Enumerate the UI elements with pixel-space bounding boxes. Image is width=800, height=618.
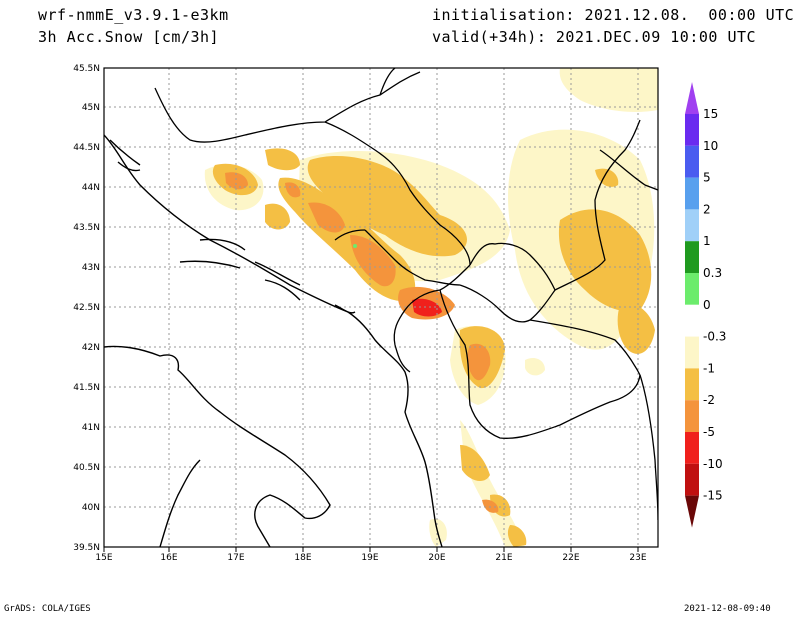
legend-label: -2 [703,393,715,407]
legend-label: -5 [703,425,715,439]
color-legend: 15 10 5 2 1 0.3 0 -0.3 -1 -2 -5 -10 -15 [685,82,726,528]
lat-label: 40N [82,503,100,513]
legend-swatch [685,177,699,210]
legend-label: -10 [703,457,723,471]
lon-label: 16E [160,553,177,563]
lat-label: 44.5N [73,143,100,153]
lat-label: 41.5N [73,383,100,393]
lat-labels: 39.5N 40N 40.5N 41N 41.5N 42N 42.5N 43N … [73,64,100,553]
legend-arrow-top [685,82,699,114]
legend-swatch [685,336,699,369]
legend-label: 10 [703,139,718,153]
legend-label: -0.3 [703,330,726,344]
coastlines [104,134,443,547]
legend-label: 0.3 [703,266,722,280]
legend-label: -15 [703,489,723,503]
legend-swatch [685,241,699,273]
lat-label: 39.5N [73,543,100,553]
lat-label: 42N [82,343,100,353]
legend-swatch [685,209,699,242]
lat-label: 45N [82,103,100,113]
lon-label: 21E [495,553,512,563]
legend-label: 2 [703,202,711,216]
legend-swatch [685,304,699,337]
lon-label: 23E [629,553,646,563]
timestamp-text: 2021-12-08-09:40 [684,604,771,614]
legend-swatch [685,114,699,146]
lat-label: 41N [82,423,100,433]
lon-labels: 15E 16E 17E 18E 19E 20E 21E 22E 23E [95,553,646,563]
legend-swatch [685,273,699,305]
legend-label: 5 [703,171,711,185]
legend-swatch [685,463,699,496]
credit-text: GrADS: COLA/IGES [4,604,91,614]
lon-label: 17E [227,553,244,563]
lon-label: 15E [95,553,112,563]
init-time: initialisation: 2021.12.08. 00:00 UTC [432,6,795,24]
lat-label: 44N [82,183,100,193]
legend-swatch [685,368,699,401]
map-frame [103,67,659,548]
legend-swatch [685,432,699,464]
lat-label: 40.5N [73,463,100,473]
legend-swatch [685,145,699,178]
legend-swatch [685,400,699,432]
legend-label: 15 [703,107,718,121]
lat-label: 45.5N [73,64,100,74]
legend-label: 0 [703,298,711,312]
lat-label: 42.5N [73,303,100,313]
lon-label: 18E [294,553,311,563]
lon-label: 19E [361,553,378,563]
valid-time: valid(+34h): 2021.DEC.09 10:00 UTC [432,28,757,46]
lat-label: 43.5N [73,223,100,233]
model-title: wrf-nmmE_v3.9.1-e3km [38,6,229,24]
legend-arrow-bottom [685,495,699,528]
country-borders [154,68,658,521]
legend-label: -1 [703,361,715,375]
lon-label: 20E [428,553,445,563]
legend-label: 1 [703,234,711,248]
field-title: 3h Acc.Snow [cm/3h] [38,28,220,46]
snow-field [204,68,658,547]
lon-label: 22E [562,553,579,563]
lat-label: 43N [82,263,100,273]
